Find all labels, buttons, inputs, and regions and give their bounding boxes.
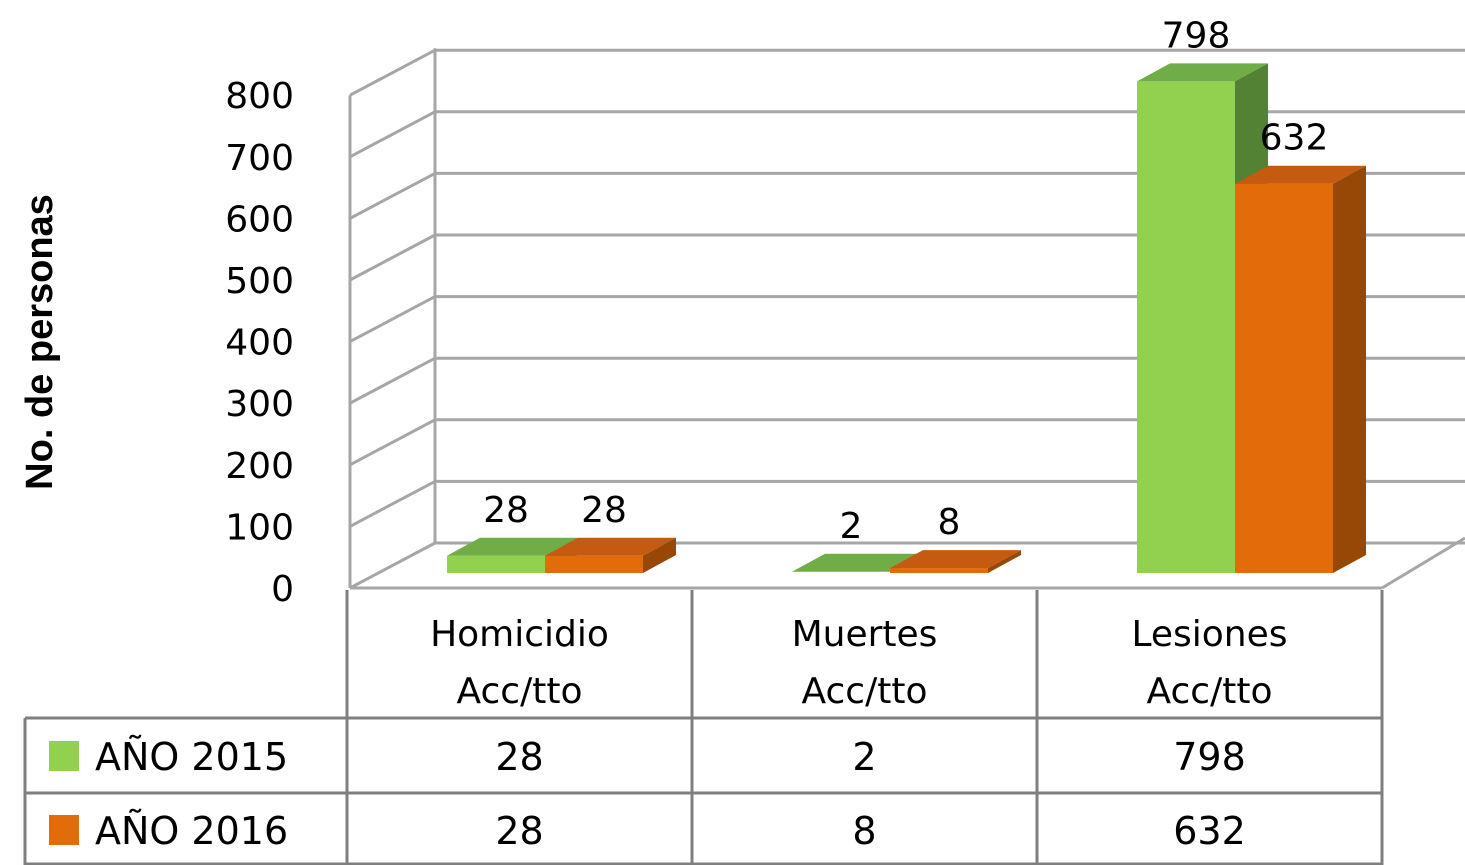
legend-entry: AÑO 2016 xyxy=(95,809,288,853)
data-label: 798 xyxy=(1162,15,1231,56)
y-tick-label: 400 xyxy=(225,323,294,364)
table-cell: 2 xyxy=(852,735,876,779)
gridline-diagonal xyxy=(349,480,436,528)
data-label: 28 xyxy=(581,490,627,531)
table-cell: 28 xyxy=(495,809,543,853)
bar xyxy=(1137,81,1235,573)
bar-top xyxy=(1137,63,1268,82)
data-table: Homicidio Acc/tto Muertes Acc/tto Lesiones Ac… xyxy=(23,590,1384,865)
legend-entry: AÑO 2015 xyxy=(95,735,288,779)
y-tick-label: 100 xyxy=(225,507,294,548)
legend-swatch xyxy=(49,741,79,771)
bar-top xyxy=(447,537,578,556)
gridline-diagonal xyxy=(349,356,436,405)
y-tick-label: 700 xyxy=(225,138,294,179)
y-tick-label: 800 xyxy=(225,76,294,117)
bar-side xyxy=(988,550,1021,573)
legend-swatch xyxy=(49,815,79,845)
bar-top xyxy=(1235,165,1366,184)
table-cell: 28 xyxy=(495,735,543,779)
y-tick-label: 500 xyxy=(225,261,294,302)
y-axis-ticks: 0 100 200 300 400 500 600 700 800 xyxy=(225,76,294,610)
gridline-diagonal xyxy=(349,295,436,343)
table-cell: 632 xyxy=(1173,809,1246,853)
data-label: 8 xyxy=(938,502,961,543)
gridline-diagonal xyxy=(349,48,436,97)
data-label: 632 xyxy=(1260,118,1329,159)
bar xyxy=(545,555,643,573)
gridline-diagonal xyxy=(349,172,436,220)
bar-side xyxy=(1333,165,1366,574)
table-cell: 798 xyxy=(1173,735,1246,779)
gridline-diagonal xyxy=(349,418,436,467)
bar xyxy=(890,568,988,573)
y-tick-label: 300 xyxy=(225,384,294,425)
gridline-diagonal xyxy=(349,110,436,159)
data-label: 2 xyxy=(840,506,863,547)
bar xyxy=(1235,183,1333,574)
y-axis-label: No. de personas xyxy=(19,194,61,490)
x-tick-label: Homicidio xyxy=(430,614,609,655)
bar-top xyxy=(792,553,923,572)
x-tick-label: Acc/tto xyxy=(457,671,583,712)
bar-side xyxy=(643,537,676,573)
x-tick-label: Muertes xyxy=(792,614,938,655)
gridline-diagonal xyxy=(349,541,436,590)
x-tick-label: Acc/tto xyxy=(802,671,928,712)
x-tick-label: Lesiones xyxy=(1131,614,1287,655)
y-tick-label: 200 xyxy=(225,446,294,487)
bar-top xyxy=(545,537,676,556)
y-tick-label: 600 xyxy=(225,199,294,240)
bar xyxy=(447,555,545,573)
table-cell: 8 xyxy=(852,809,876,853)
bar-top xyxy=(890,550,1021,569)
y-tick-label: 0 xyxy=(271,569,294,610)
data-label: 28 xyxy=(483,490,529,531)
bars xyxy=(447,63,1366,574)
floor-right-edge xyxy=(1381,536,1465,590)
x-tick-label: Acc/tto xyxy=(1147,671,1273,712)
gridline-diagonal xyxy=(349,233,436,282)
